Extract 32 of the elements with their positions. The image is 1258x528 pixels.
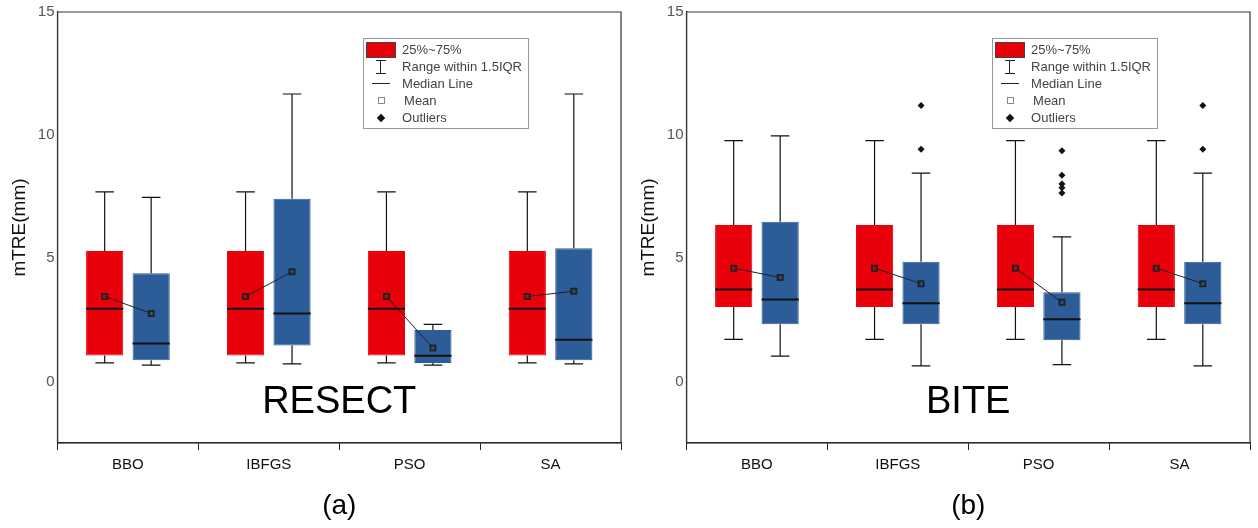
x-tick-label: IBFGS xyxy=(875,455,921,473)
x-tick-label: SA xyxy=(540,455,561,473)
y-tick-label: 15 xyxy=(666,2,684,20)
annotation: 25%~75% xyxy=(402,41,462,58)
x-tick-label: PSO xyxy=(393,455,426,473)
annotation: Median Line xyxy=(402,75,473,92)
annotation: BITE xyxy=(926,378,1011,421)
annotation: Median Line xyxy=(1031,75,1102,92)
y-tick-label: 0 xyxy=(675,371,684,389)
annotation: RESECT xyxy=(262,378,417,421)
y-tick-label: 5 xyxy=(675,248,684,266)
annotation: Mean xyxy=(404,92,437,109)
y-tick-label: 10 xyxy=(37,125,55,143)
annotation: Range within 1.5IQR xyxy=(1031,58,1151,75)
x-tick-label: IBFGS xyxy=(246,455,292,473)
text: (b) xyxy=(951,488,986,520)
x-tick-label: BBO xyxy=(741,455,773,473)
annotation: Outliers xyxy=(1031,109,1076,126)
annotation: Range within 1.5IQR xyxy=(402,58,522,75)
y-axis-title: mTRE(mm) xyxy=(7,178,29,277)
x-tick-label: BBO xyxy=(112,455,144,473)
x-tick-label: PSO xyxy=(1022,455,1055,473)
y-tick-label: 15 xyxy=(37,2,55,20)
annotation: 25%~75% xyxy=(1031,41,1091,58)
y-tick-label: 10 xyxy=(666,125,684,143)
annotation: Mean xyxy=(1033,92,1066,109)
y-tick-label: 5 xyxy=(46,248,55,266)
text: (a) xyxy=(322,488,357,520)
y-tick-label: 0 xyxy=(46,371,55,389)
y-axis-title: mTRE(mm) xyxy=(636,178,658,277)
annotation: Outliers xyxy=(402,109,447,126)
x-tick-label: SA xyxy=(1169,455,1190,473)
